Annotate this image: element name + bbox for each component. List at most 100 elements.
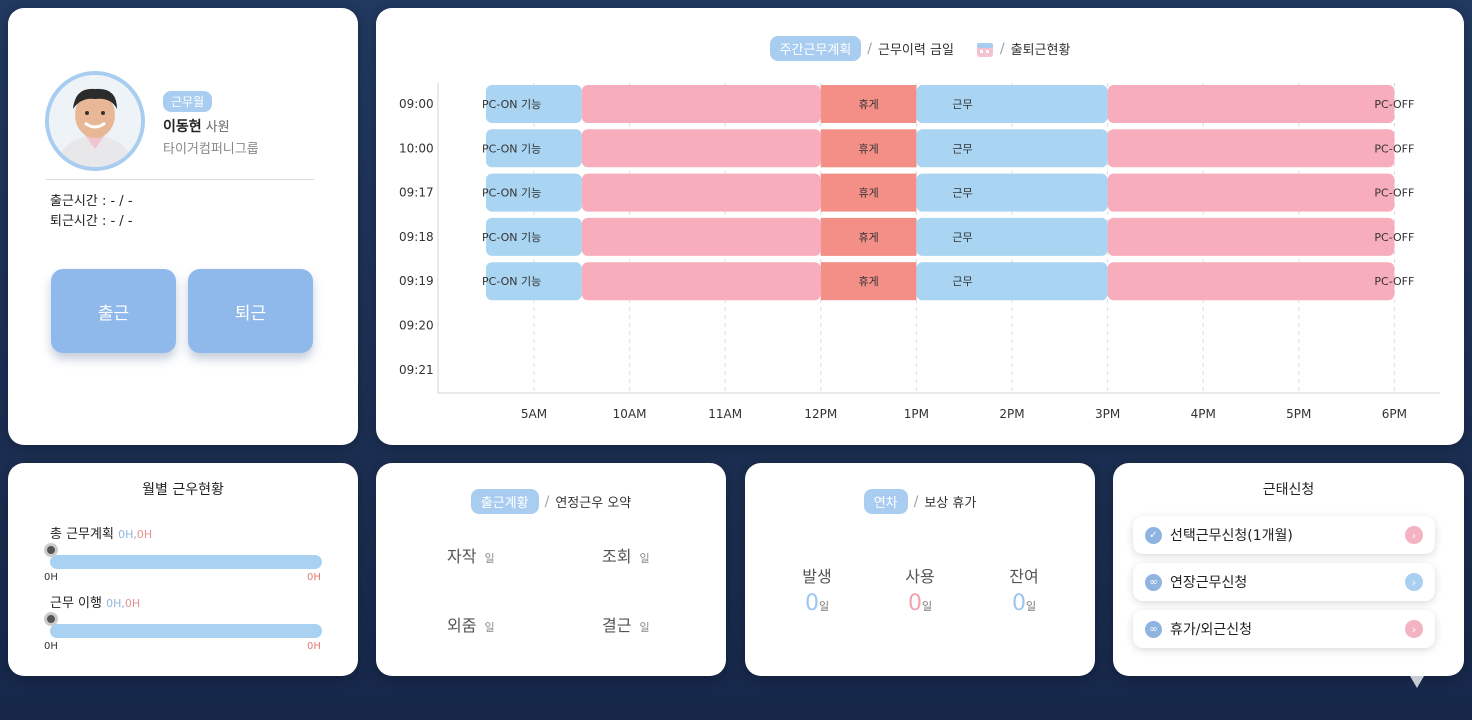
planned-hours-label: 총 근무계획 0H,0H — [50, 527, 153, 542]
company-name: 타이거컴퍼니그룹 — [163, 142, 259, 157]
schedule-bar-pcon — [486, 85, 582, 123]
rest-label: 휴게 — [858, 142, 878, 155]
x-tick-label: 10AM — [613, 407, 647, 421]
profile-card: 근무월 이동현 사원 타이거컴퍼니그룹 출근시간 : - / - 퇴근시간 : -… — [8, 8, 358, 445]
planned-min-tick: 0H — [44, 572, 58, 583]
tab-weekly-plan[interactable]: 주간근무계획 — [769, 36, 862, 61]
worked-hours-marker[interactable] — [44, 612, 58, 626]
pc-on-label: PC-ON 기능 — [482, 187, 541, 200]
schedule-bar-rest — [820, 129, 917, 168]
attendance-summary-card: 출근계황 / 연정근우 오약 자작 일 조회 일 외줌 일 결근 일 — [376, 463, 726, 676]
tab-attendance[interactable]: 출근계황 — [470, 489, 539, 514]
pc-on-label: PC-ON 기능 — [482, 231, 541, 244]
row-time-label: 09:18 — [399, 230, 434, 244]
x-tick-label: 4PM — [1191, 407, 1216, 421]
worked-min-tick: 0H — [44, 641, 58, 652]
schedule-bar-pink — [581, 129, 821, 168]
work-label: 근무 — [952, 187, 972, 200]
chevron-right-icon[interactable]: › — [1405, 620, 1423, 638]
schedule-bar-work — [916, 129, 1108, 168]
work-label: 근무 — [952, 142, 972, 155]
x-tick-label: 5AM — [521, 407, 547, 421]
rest-label: 휴게 — [858, 187, 878, 200]
request-overtime[interactable]: ∞ 연장근무신청 › — [1133, 563, 1435, 601]
x-tick-label: 6PM — [1382, 407, 1407, 421]
tab-work-history[interactable]: 근무이력 금일 — [878, 43, 954, 58]
chevron-right-icon[interactable]: › — [1405, 573, 1423, 591]
employee-name: 이동현 — [163, 119, 202, 135]
employee-rank: 사원 — [205, 120, 230, 135]
check-icon: ✓ — [1145, 526, 1162, 544]
tab-overtime-summary[interactable]: 연정근우 오약 — [555, 496, 632, 511]
pc-on-label: PC-ON 기능 — [482, 275, 541, 288]
x-tick-label: 5PM — [1286, 407, 1311, 421]
pc-off-label: PC-OFF — [1374, 98, 1414, 111]
pc-off-label: PC-OFF — [1374, 142, 1414, 155]
request-title: 근태신청 — [1262, 482, 1315, 498]
schedule-bar-rest — [820, 262, 917, 301]
request-leave-outside[interactable]: ∞ 휴가/외근신청 › — [1133, 610, 1435, 648]
x-tick-label: 2PM — [999, 407, 1024, 421]
rest-label: 휴게 — [858, 275, 878, 288]
schedule-bar-work — [916, 262, 1108, 301]
work-month-badge: 근무월 — [163, 91, 213, 112]
chevron-right-icon[interactable]: › — [1405, 526, 1423, 544]
schedule-bar-pcon — [486, 262, 582, 301]
pc-on-label: PC-ON 기능 — [482, 142, 541, 155]
schedule-bar-work — [916, 85, 1108, 123]
checkin-time: 출근시간 : - / - — [50, 194, 133, 209]
checkin-button[interactable]: 출근 — [51, 269, 176, 353]
divider — [46, 179, 314, 180]
row-time-label: 09:00 — [399, 97, 434, 111]
work-label: 근무 — [952, 231, 972, 244]
monthly-status-card: 월별 근우현황 총 근무계획 0H,0H 0H 0H 근무 이행 0H,0H 0… — [8, 463, 358, 676]
worked-hours-bar — [50, 624, 322, 638]
schedule-bar-rest — [820, 217, 917, 256]
schedule-card: 5AM 10AM 11AM 12PM 1PM 2PM 3PM 4PM 5PM 6PM 09:00 10… — [376, 8, 1464, 445]
schedule-bar-pink — [1107, 173, 1395, 212]
pc-off-label: PC-OFF — [1374, 187, 1414, 200]
rest-label: 휴게 — [858, 98, 878, 111]
summary-item: 결근 일 — [602, 616, 650, 635]
schedule-bar-pink — [1107, 262, 1395, 301]
planned-hours-marker[interactable] — [44, 543, 58, 557]
schedule-bar-rest — [820, 173, 917, 212]
planned-max-tick: 0H — [307, 572, 321, 583]
summary-item: 조회 일 — [602, 547, 650, 566]
schedule-bar-pink — [581, 262, 821, 301]
schedule-bar-pink — [1107, 85, 1395, 123]
pc-off-label: PC-OFF — [1374, 275, 1414, 288]
pc-on-label: PC-ON 기능 — [482, 98, 541, 111]
row-time-label: 09:20 — [399, 319, 434, 333]
calendar-icon[interactable] — [976, 40, 994, 58]
schedule-bar-pink — [581, 173, 821, 212]
schedule-bar-pcon — [486, 217, 582, 256]
checkout-button[interactable]: 퇴근 — [188, 269, 313, 353]
summary-item: 외줌 일 — [447, 616, 495, 635]
work-label: 근무 — [952, 275, 972, 288]
schedule-bar-pink — [1107, 217, 1395, 256]
schedule-bar-pink — [581, 217, 821, 256]
leave-remaining: 잔여 0일 — [1009, 567, 1039, 616]
pc-off-label: PC-OFF — [1374, 231, 1414, 244]
x-tick-label: 12PM — [804, 407, 837, 421]
schedule-bar-work — [916, 173, 1108, 212]
attendance-request-card: 근태신청 ✓ 선택근무신청(1개월) › ∞ 연장근무신청 › ∞ 휴가/외근신… — [1113, 463, 1464, 676]
tab-compensation-leave[interactable]: 보상 휴가 — [924, 496, 977, 511]
rest-label: 휴게 — [858, 231, 878, 244]
planned-hours-bar — [50, 555, 322, 569]
row-time-label: 09:19 — [399, 274, 434, 288]
schedule-bar-pcon — [486, 173, 582, 212]
link-icon: ∞ — [1145, 573, 1162, 591]
avatar — [45, 71, 145, 171]
monthly-title: 월별 근우현황 — [142, 482, 224, 498]
worked-hours-label: 근무 이행 0H,0H — [50, 596, 141, 611]
leave-card: 연차 / 보상 휴가 발생 0일 사용 0일 잔여 0일 — [745, 463, 1095, 676]
x-tick-label: 11AM — [708, 407, 742, 421]
request-flex-work[interactable]: ✓ 선택근무신청(1개월) › — [1133, 516, 1435, 554]
x-tick-label: 3PM — [1095, 407, 1120, 421]
tab-annual-leave[interactable]: 연차 — [863, 489, 908, 514]
leave-granted: 발생 0일 — [802, 567, 832, 616]
schedule-bar-work — [916, 217, 1108, 256]
tab-attendance-status[interactable]: 출퇴근현황 — [1010, 43, 1071, 58]
